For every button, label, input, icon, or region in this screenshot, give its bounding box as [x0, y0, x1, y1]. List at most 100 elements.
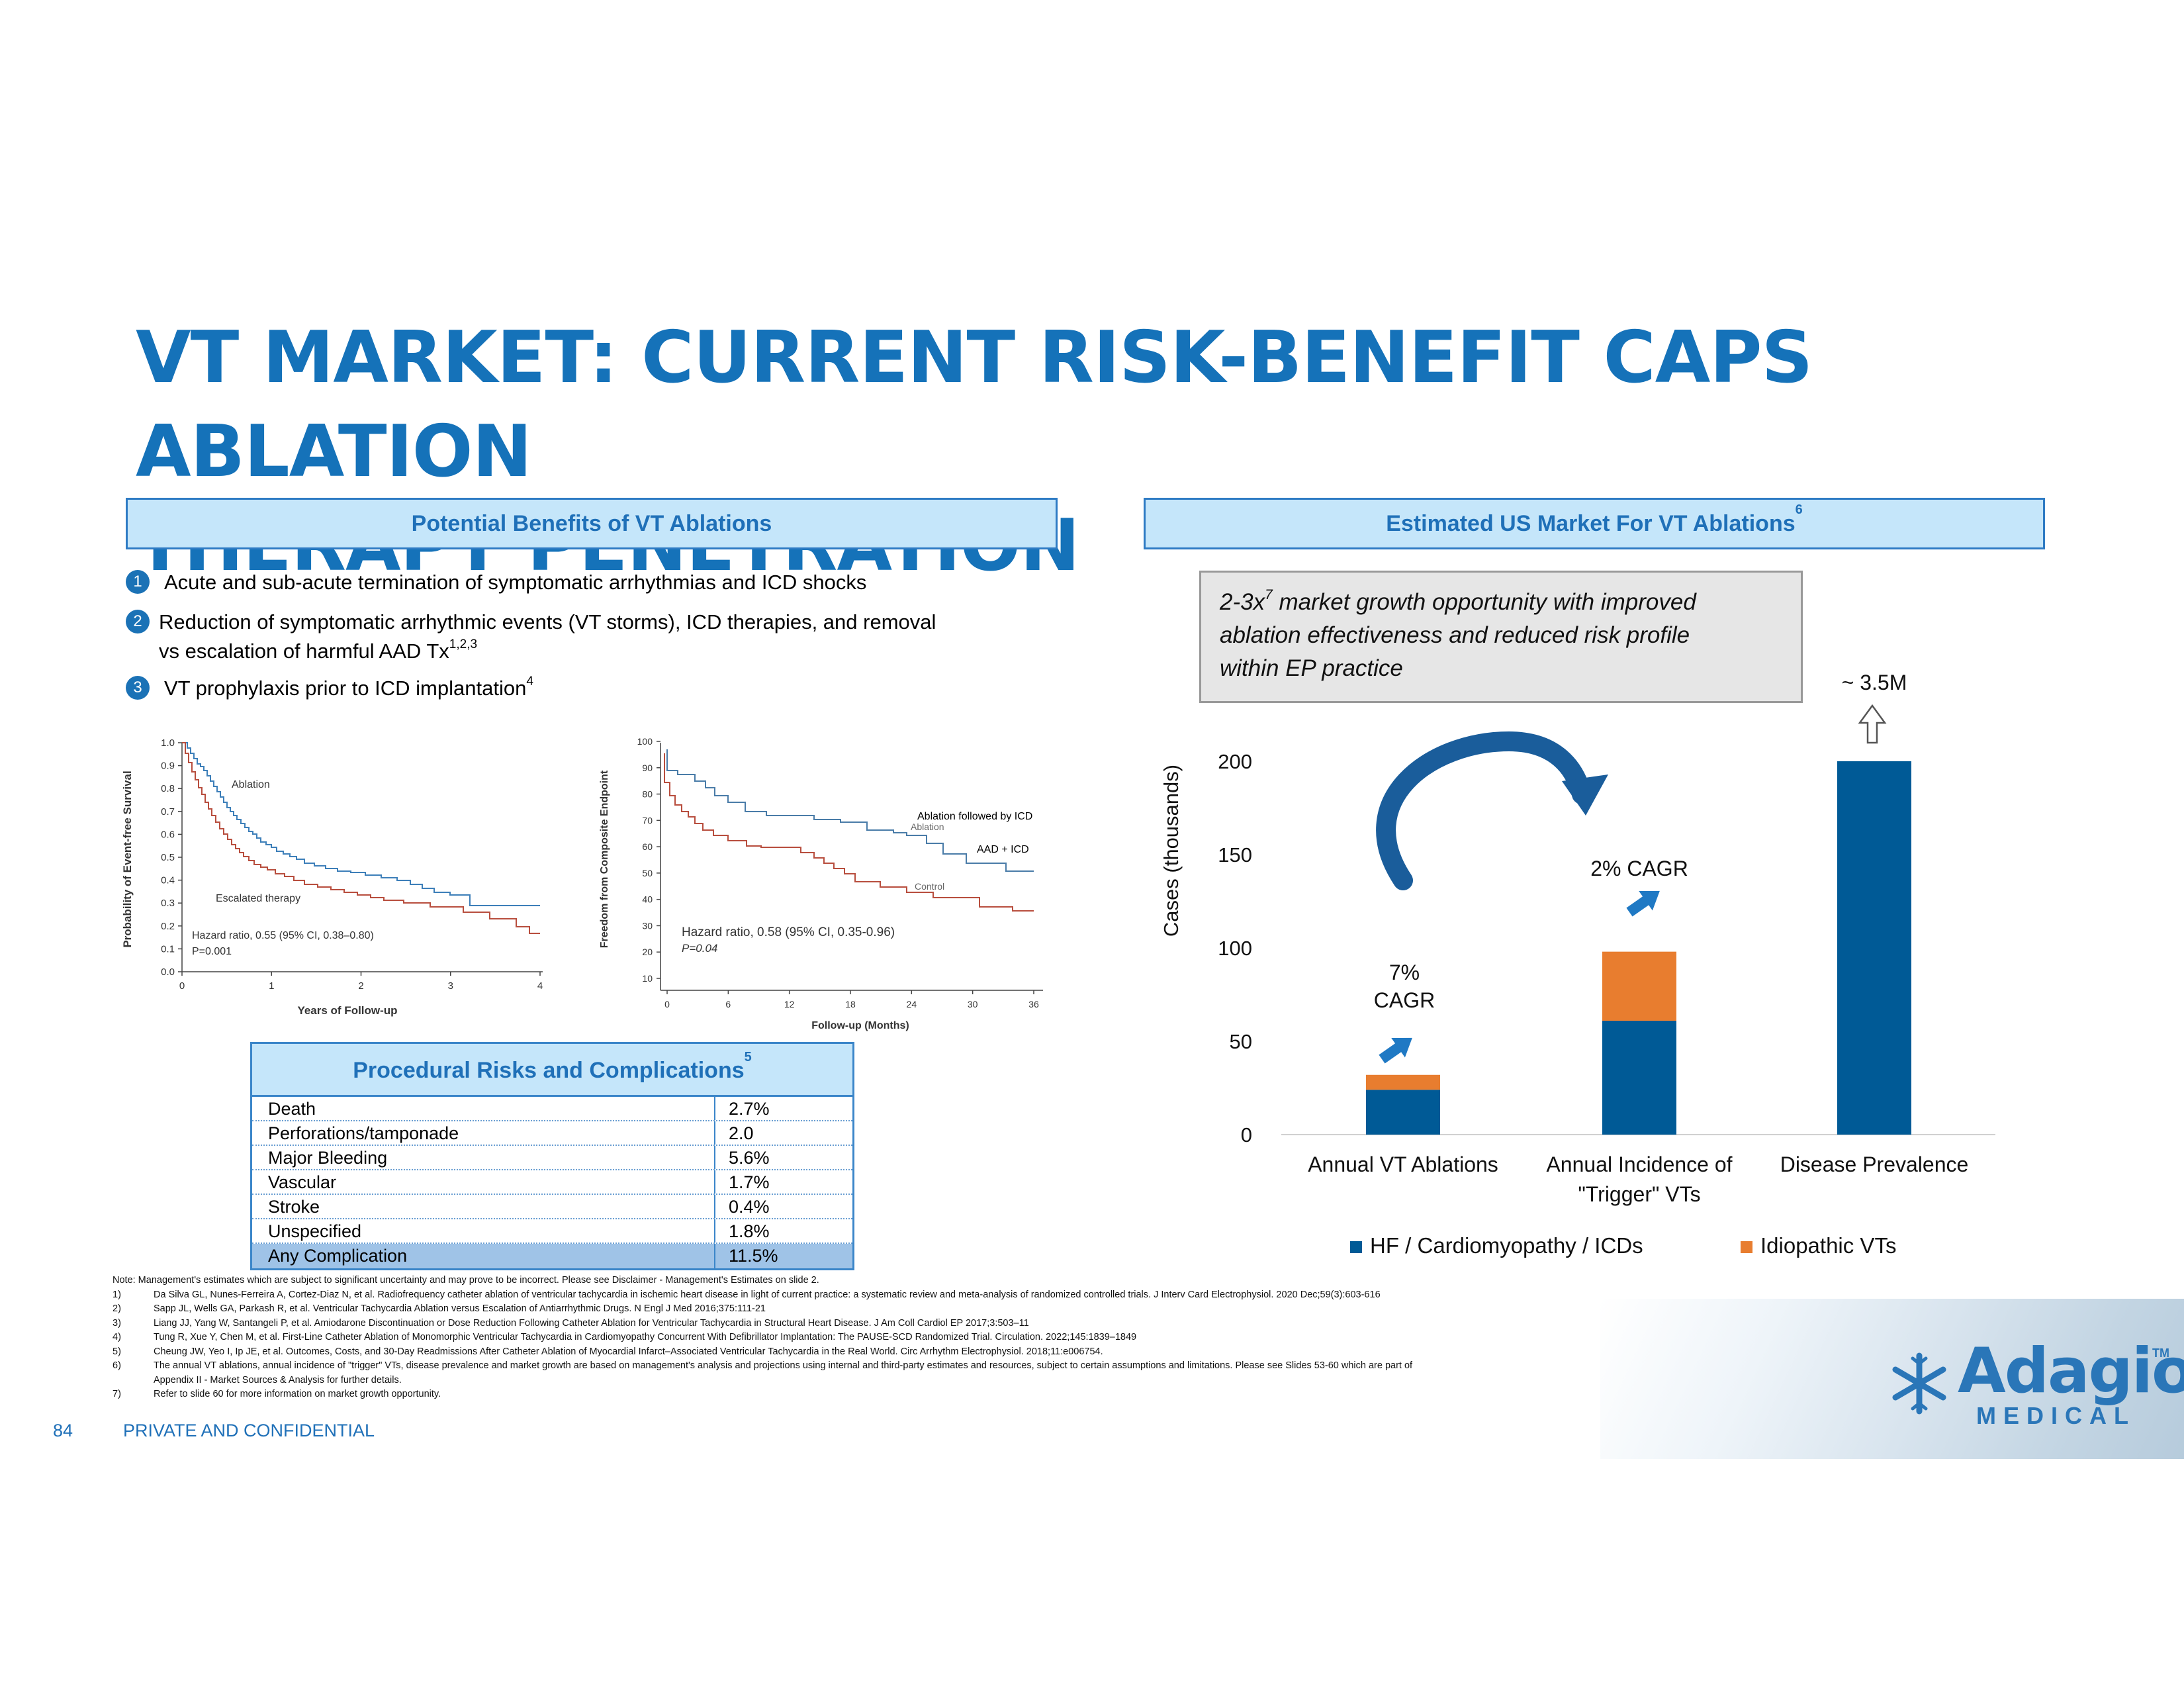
km2-y-tick-label: 100 [637, 736, 653, 747]
km1-y-tick-label: 0.3 [161, 898, 175, 909]
km1-p-value: P=0.001 [192, 946, 232, 957]
chart-y-tick-label: 0 [1241, 1123, 1252, 1147]
risk-label: Major Bleeding [252, 1146, 715, 1169]
bar-hf-2 [1837, 761, 1911, 1135]
footnote-item: 4) Tung R, Xue Y, Chen M, et al. First-Li… [113, 1331, 1846, 1345]
table-row-total: Any Complication 11.5% [252, 1244, 852, 1268]
chart-category-label: Annual VT Ablations [1308, 1152, 1498, 1176]
km2-ablation-overlay-label: Ablation followed by ICD [917, 811, 1032, 822]
benefits-section-header: Potential Benefits of VT Ablations [126, 498, 1058, 549]
market-section-header-text: Estimated US Market For VT Ablations [1386, 511, 1796, 536]
km2-y-tick-label: 50 [642, 868, 653, 878]
us-vt-ablation-market-chart: Cases (thousands) 0 50 100 150 200 Annual VT… [1160, 671, 1995, 1258]
km1-x-tick-label: 0 [179, 980, 185, 992]
km2-xlabel: Follow-up (Months) [811, 1020, 909, 1031]
footnote-number: 7) [113, 1389, 121, 1399]
risk-value: 2.0 [729, 1123, 754, 1143]
km1-escalated-curve [182, 742, 540, 934]
callout-line-2: ablation effectiveness and reduced risk … [1220, 622, 1690, 648]
km2-x-tick-label: 12 [784, 999, 795, 1009]
procedural-risks-header: Procedural Risks and Complications5 [252, 1044, 852, 1097]
chart-y-tick-label: 100 [1218, 937, 1252, 960]
km1-y-tick-label: 0.5 [161, 852, 175, 863]
risk-label: Unspecified [252, 1219, 715, 1243]
chart-legend: HF / Cardiomyopathy / ICDs Idiopathic VT… [1350, 1233, 1896, 1258]
km2-y-tick-label: 80 [642, 789, 653, 800]
benefits-section-header-text: Potential Benefits of VT Ablations [411, 511, 772, 536]
bar-hf-0 [1366, 1090, 1440, 1135]
chart-y-tick-label: 200 [1218, 750, 1252, 773]
risk-value: 1.7% [729, 1172, 770, 1192]
km1-x-tick-label: 2 [358, 980, 363, 992]
logo-background [1600, 1299, 2184, 1459]
km2-y-tick-label: 40 [642, 894, 653, 905]
km1-y-tick-label: 0.8 [161, 783, 175, 794]
risk-value: 5.6% [729, 1148, 770, 1168]
procedural-risks-table: Procedural Risks and Complications5 Deat… [250, 1042, 854, 1270]
snowflake-logo-icon [1892, 1352, 1946, 1415]
footnote-item: Appendix II - Market Sources & Analysis … [113, 1374, 1846, 1388]
benefit-number-badge: 3 [126, 676, 150, 700]
benefit-text: VT prophylaxis prior to ICD implantation… [164, 675, 533, 700]
callout-line-3: within EP practice [1220, 655, 1403, 681]
footnote-text: Refer to slide 60 for more information o… [154, 1389, 441, 1399]
cagr-7-label-line1: 7% [1389, 961, 1420, 984]
km2-y-tick-label: 20 [642, 947, 653, 957]
chart-y-tick-label: 50 [1230, 1030, 1252, 1053]
km1-escalated-label: Escalated therapy [216, 893, 300, 904]
benefit-number-badge: 1 [126, 570, 150, 594]
chart-y-axis-label: Cases (thousands) [1160, 765, 1183, 937]
footnote-number: 5) [113, 1346, 121, 1357]
risk-label: Stroke [252, 1195, 715, 1218]
km1-x-tick-label: 1 [269, 980, 274, 992]
footnote-item: 7) Refer to slide 60 for more information… [113, 1387, 1846, 1402]
benefit-item-2: 2 Reduction of symptomatic arrhythmic ev… [126, 608, 1052, 666]
curved-growth-arrow-head [1562, 774, 1608, 816]
table-row: Perforations/tamponade 2.0 [252, 1121, 852, 1146]
table-row: Death 2.7% [252, 1097, 852, 1121]
km2-y-tick-label: 70 [642, 815, 653, 825]
footnote-item: 3) Liang JJ, Yang W, Santangeli P, et al.… [113, 1317, 1846, 1331]
km2-x-tick-label: 0 [664, 999, 670, 1009]
page-title: VT MARKET: CURRENT RISK-BENEFIT CAPS ABL… [136, 311, 2055, 593]
km1-y-tick-label: 0.4 [161, 875, 175, 886]
km-survival-plot-ablation-vs-escalated: Probability of Event-free Survival 0.0 0.… [119, 733, 556, 1033]
km1-x-tick-label: 3 [448, 980, 453, 992]
footnote-text: Cheung JW, Yeo I, Ip JE, et al. Outcomes… [154, 1346, 1103, 1357]
km1-y-tick-label: 0.6 [161, 829, 175, 840]
risk-value: 1.8% [729, 1221, 770, 1241]
km2-control-curve [664, 753, 1034, 912]
risk-value: 0.4% [729, 1197, 770, 1217]
footnote-text: Liang JJ, Yang W, Santangeli P, et al. A… [154, 1317, 1029, 1329]
logo-wordmark: Adagio [1958, 1335, 2184, 1407]
cagr-arrow-2 [1626, 890, 1660, 917]
footnote-number [113, 1374, 154, 1388]
callout-line-1: 2-3x7 market growth opportunity with imp… [1220, 587, 1696, 615]
km1-y-tick-label: 1.0 [161, 737, 175, 749]
km1-y-tick-label: 0.7 [161, 806, 175, 818]
benefit-number-badge: 2 [126, 610, 150, 633]
km1-y-tick-label: 0.2 [161, 921, 175, 932]
km2-x-tick-label: 6 [725, 999, 731, 1009]
km1-xlabel: Years of Follow-up [297, 1004, 397, 1017]
km-composite-endpoint-plot: Freedom from Composite Endpoint 10 20 30 40… [596, 733, 1059, 1038]
risk-label: Death [252, 1097, 715, 1120]
footnote-item: 6) The annual VT ablations, annual incide… [113, 1359, 1846, 1374]
table-row: Major Bleeding 5.6% [252, 1146, 852, 1170]
footnote-number: 6) [113, 1360, 121, 1371]
footnote-text: Sapp JL, Wells GA, Parkash R, et al. Ven… [154, 1303, 766, 1314]
km2-hazard-ratio: Hazard ratio, 0.58 (95% CI, 0.35-0.96) [682, 925, 895, 939]
risk-label: Any Complication [252, 1244, 715, 1268]
confidential-label: PRIVATE AND CONFIDENTIAL [123, 1421, 375, 1440]
risk-label: Perforations/tamponade [252, 1121, 715, 1145]
km2-y-tick-label: 30 [642, 920, 653, 931]
km2-y-tick-label: 10 [642, 973, 653, 984]
prevalence-up-arrow-icon [1858, 704, 1887, 744]
footnote-text: The annual VT ablations, annual incidenc… [154, 1360, 1413, 1371]
km1-y-tick-label: 0.1 [161, 943, 175, 955]
km2-x-tick-label: 24 [907, 999, 917, 1009]
risk-value: 11.5% [729, 1246, 778, 1266]
curved-growth-arrow [1376, 731, 1592, 890]
logo-trademark: TM [2152, 1346, 2169, 1360]
legend-swatch-hf [1350, 1241, 1362, 1253]
